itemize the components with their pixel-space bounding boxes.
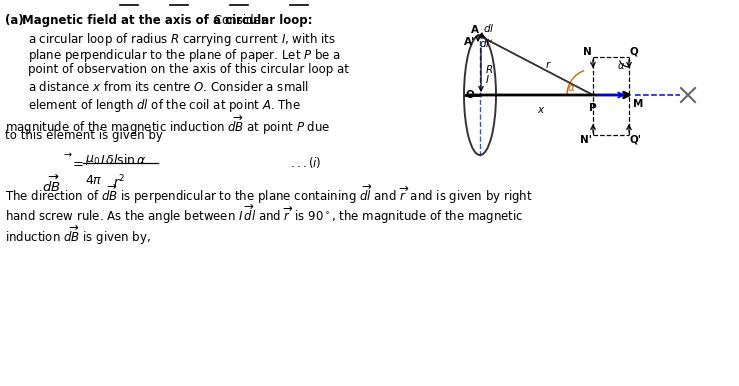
Text: $dl$: $dl$ — [483, 22, 494, 34]
Text: N: N — [583, 47, 592, 57]
Text: O: O — [466, 90, 474, 100]
Text: $\overrightarrow{dB}$: $\overrightarrow{dB}$ — [42, 174, 61, 195]
Text: point of observation on the axis of this circular loop at: point of observation on the axis of this… — [28, 64, 349, 76]
Text: (a): (a) — [5, 14, 28, 27]
Text: induction $\overrightarrow{dB}$ is given by,: induction $\overrightarrow{dB}$ is given… — [5, 223, 151, 247]
Text: Q': Q' — [630, 135, 642, 145]
Text: $4\pi$: $4\pi$ — [85, 174, 103, 187]
Text: $...(i)$: $...(i)$ — [290, 156, 321, 171]
Text: to this element is given by: to this element is given by — [5, 129, 163, 142]
Text: Magnetic field at the axis of a circular loop:: Magnetic field at the axis of a circular… — [22, 14, 313, 27]
Text: hand screw rule. As the angle between $\overrightarrow{I\,dl}$ and $\overrightar: hand screw rule. As the angle between $\… — [5, 203, 523, 226]
Text: $\rightarrow$: $\rightarrow$ — [62, 149, 74, 159]
Text: $\alpha$: $\alpha$ — [617, 61, 625, 71]
Text: magnitude of the magnetic induction $\overrightarrow{dB}$ at point $P$ due: magnitude of the magnetic induction $\ov… — [5, 113, 330, 137]
Text: a circular loop of radius $R$ carrying current $I$, with its: a circular loop of radius $R$ carrying c… — [28, 30, 336, 47]
Text: P: P — [589, 103, 597, 113]
Text: M: M — [633, 99, 644, 109]
Text: $=$: $=$ — [70, 156, 84, 169]
Text: $x$: $x$ — [537, 105, 545, 115]
Text: The direction of $\overrightarrow{dB}$ is perpendicular to the plane containing : The direction of $\overrightarrow{dB}$ i… — [5, 182, 533, 206]
Text: element of length $dl$ of the coil at point $A$. The: element of length $dl$ of the coil at po… — [28, 96, 301, 113]
Text: $I$: $I$ — [485, 73, 490, 85]
Text: $R$: $R$ — [485, 63, 493, 75]
Text: Q: Q — [630, 47, 638, 57]
Text: N': N' — [580, 135, 592, 145]
Text: a distance $x$ from its centre $O$. Consider a small: a distance $x$ from its centre $O$. Cons… — [28, 80, 309, 94]
Text: $r^2$: $r^2$ — [113, 174, 126, 191]
Text: Consider: Consider — [210, 14, 266, 27]
Text: A: A — [471, 25, 479, 35]
Text: $r$: $r$ — [545, 59, 552, 69]
Text: $I\,\delta l\sin\alpha$: $I\,\delta l\sin\alpha$ — [100, 153, 147, 167]
Text: $\mu_0$: $\mu_0$ — [85, 153, 100, 167]
Text: A': A' — [464, 37, 475, 47]
Text: $\alpha$: $\alpha$ — [567, 83, 576, 93]
Text: $dl'$: $dl'$ — [479, 38, 493, 51]
Text: plane perpendicular to the plane of paper. Let $P$ be a: plane perpendicular to the plane of pape… — [28, 47, 341, 64]
